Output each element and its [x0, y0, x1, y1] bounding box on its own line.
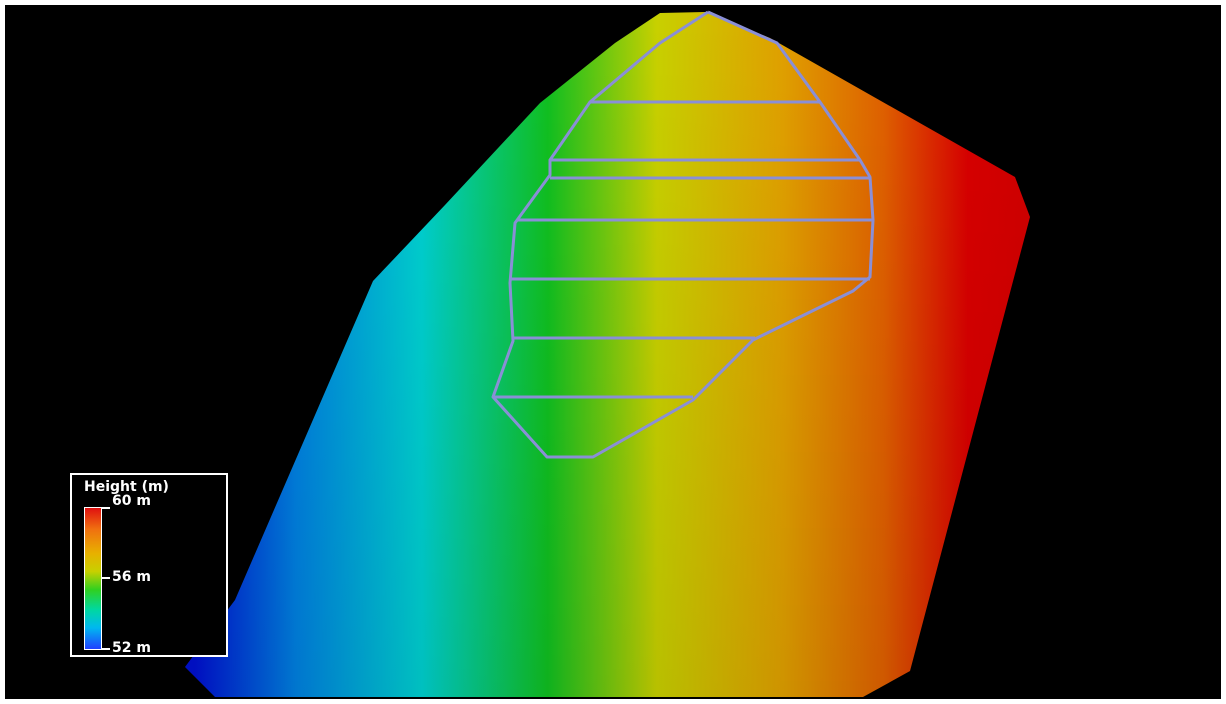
legend-tick-mid: [102, 577, 110, 579]
boundary-outline: [491, 10, 875, 459]
height-map-svg[interactable]: [5, 5, 1221, 699]
legend-color-bar: [84, 507, 102, 650]
terrain-shading: [185, 12, 1030, 697]
legend-label-mid: 56 m: [112, 569, 151, 585]
survey-boundary: [491, 10, 875, 459]
legend-tick-max: [102, 507, 110, 509]
legend-tick-min: [102, 648, 110, 650]
height-legend: Height (m) 60 m 56 m 52 m: [70, 473, 228, 657]
legend-label-min: 52 m: [112, 640, 151, 656]
legend-title: Height (m): [84, 479, 169, 495]
legend-label-max: 60 m: [112, 493, 151, 509]
